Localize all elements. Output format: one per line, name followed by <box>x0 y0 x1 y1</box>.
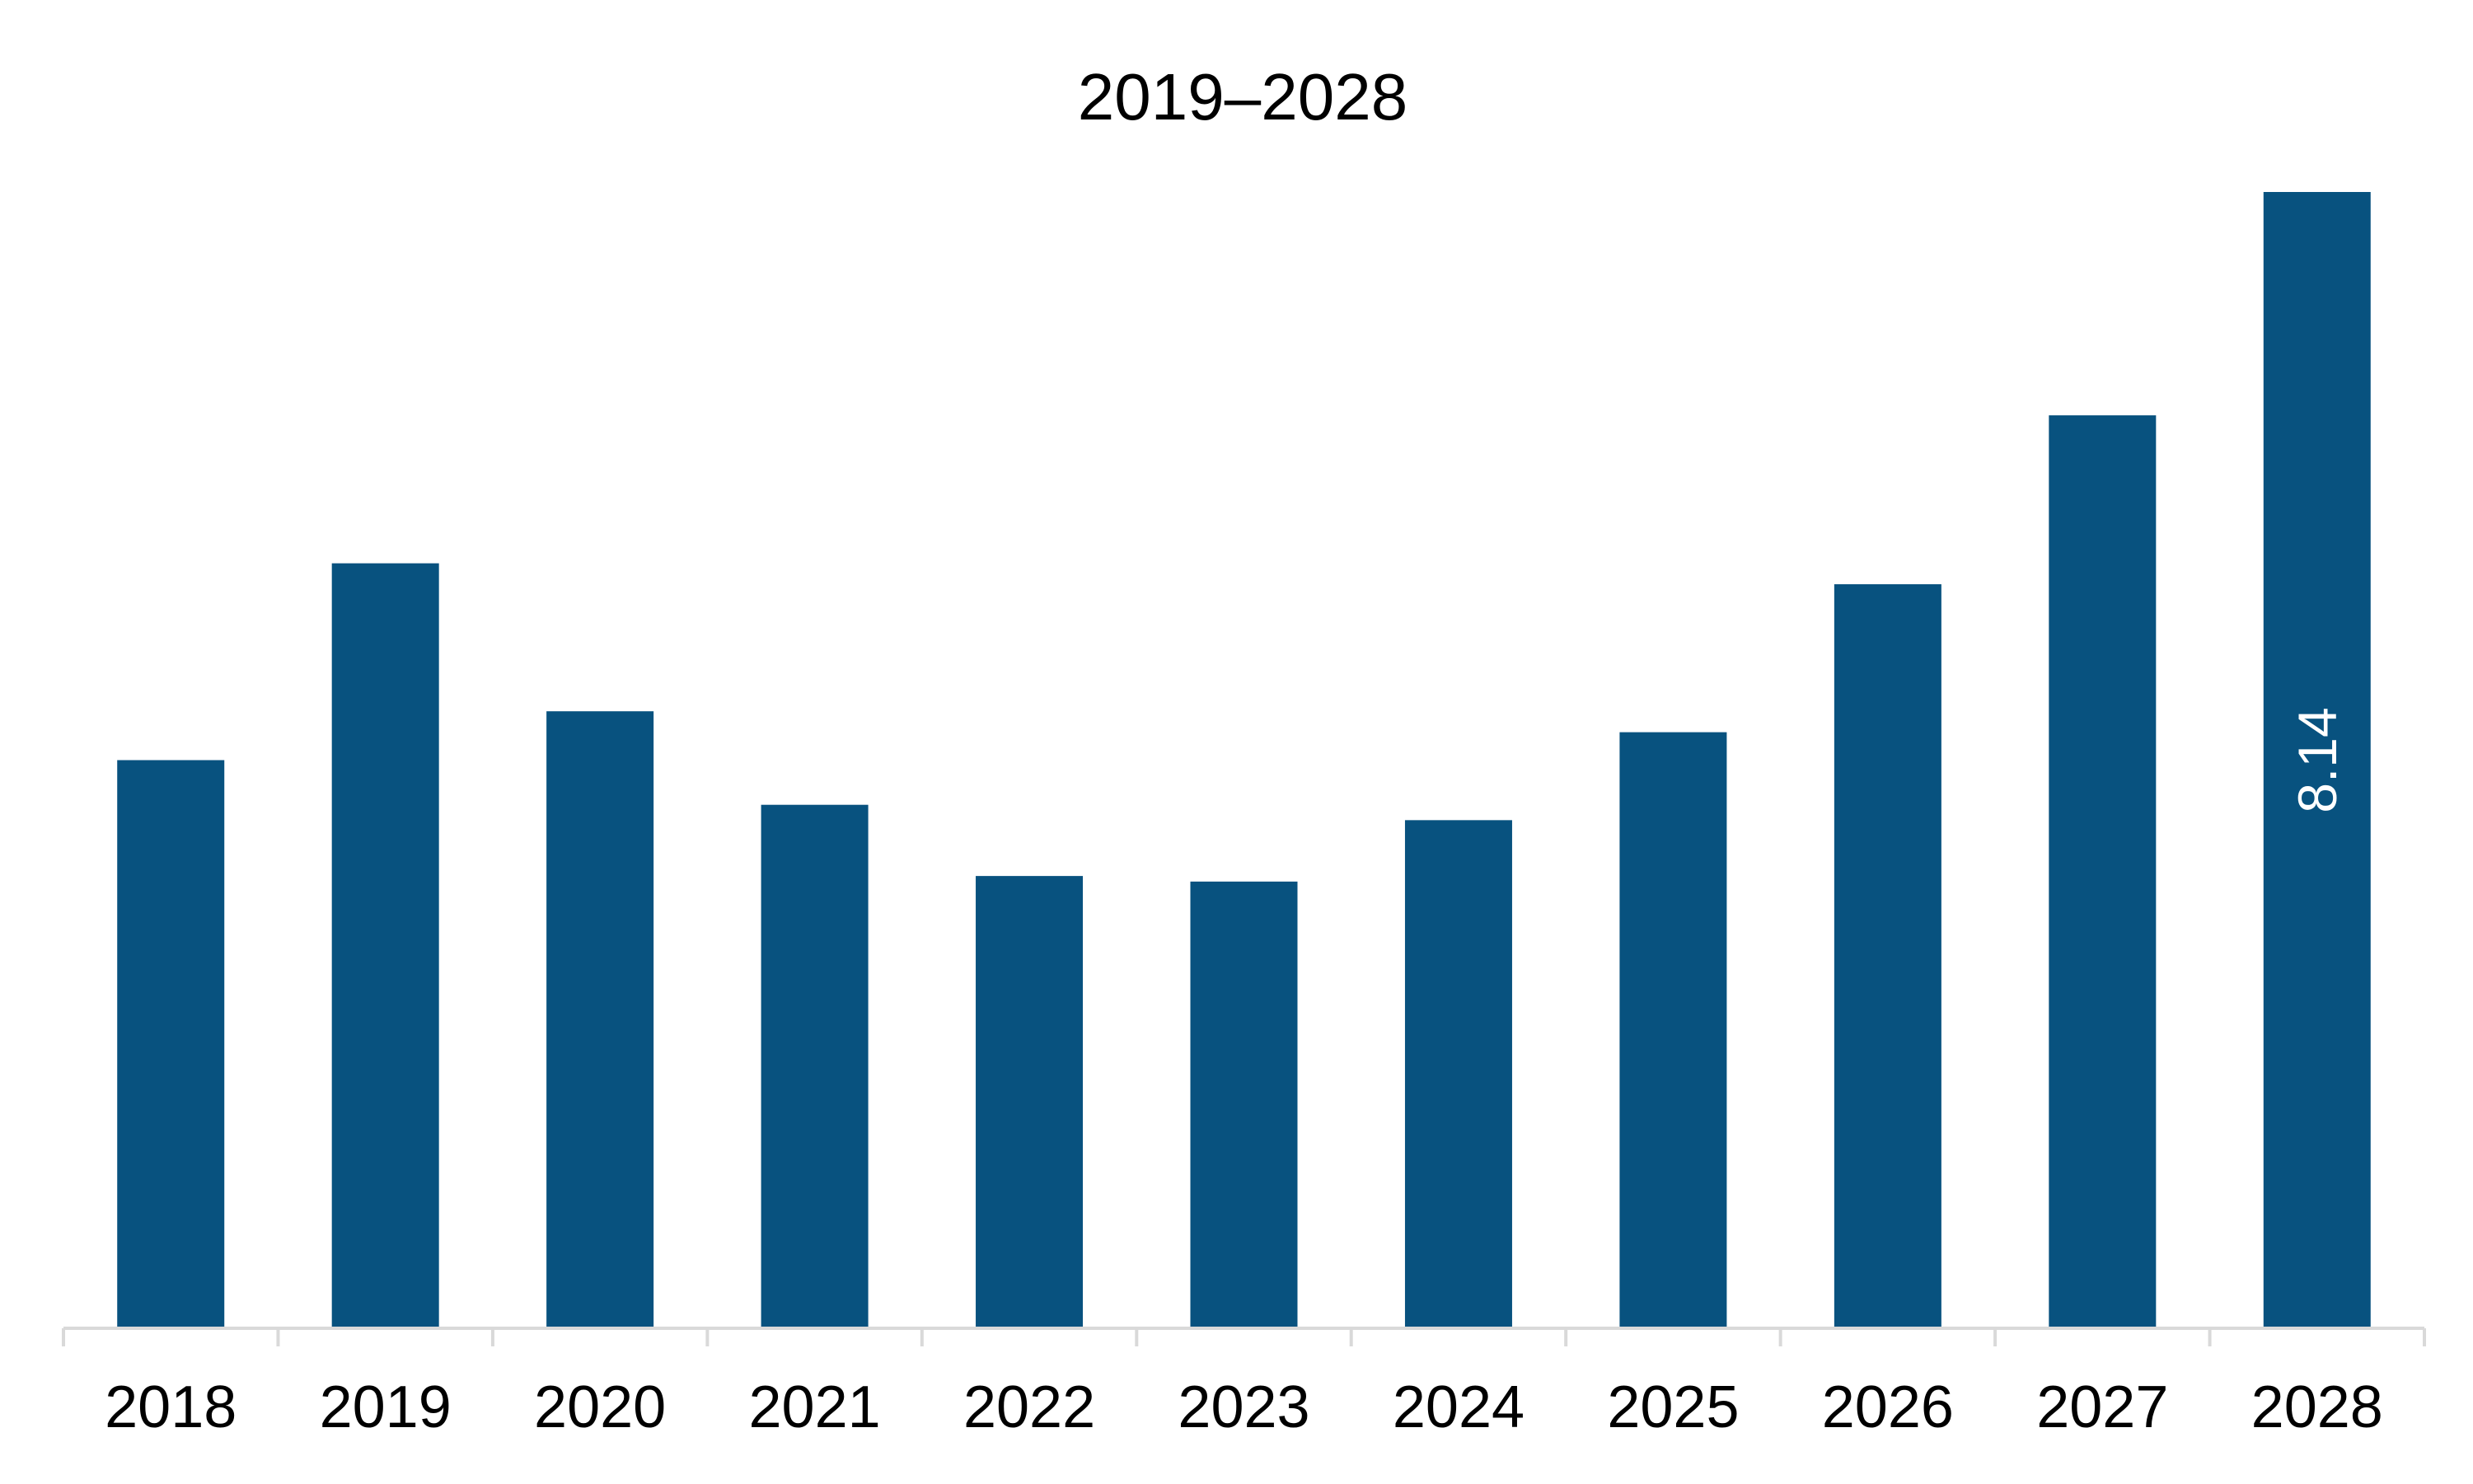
x-tick-label-2028: 2028 <box>2251 1374 2383 1440</box>
x-tick-label-2026: 2026 <box>1822 1374 1954 1440</box>
bars-layer <box>117 192 2371 1328</box>
bar-2024 <box>1404 820 1512 1328</box>
x-tick-label-2020: 2020 <box>534 1374 666 1440</box>
bar-2028 <box>2263 192 2371 1328</box>
x-tick-label-2025: 2025 <box>1607 1374 1739 1440</box>
x-tick-label-2019: 2019 <box>320 1374 452 1440</box>
bar-2020 <box>546 711 654 1328</box>
x-tick-label-2027: 2027 <box>2036 1374 2168 1440</box>
chart-title: 2019–2028 <box>1078 60 1407 133</box>
x-tick-label-2023: 2023 <box>1178 1374 1309 1440</box>
bar-2023 <box>1190 881 1298 1328</box>
bar-2019 <box>331 563 439 1328</box>
x-axis <box>62 1327 2426 1346</box>
labels-layer: 2018 2019 2020 2021 2022 2023 2024 2025 2026 2027… <box>105 707 2383 1440</box>
x-tick-label-2022: 2022 <box>963 1374 1095 1440</box>
bar-2025 <box>1619 732 1727 1328</box>
bar-2018 <box>117 760 225 1328</box>
bar-2022 <box>976 876 1084 1328</box>
bar-2027 <box>2049 415 2157 1328</box>
bar-2026 <box>1834 584 1941 1328</box>
bar-2021 <box>761 804 869 1328</box>
x-tick-label-2018: 2018 <box>105 1374 237 1440</box>
x-tick-label-2024: 2024 <box>1393 1374 1525 1440</box>
x-tick-label-2021: 2021 <box>749 1374 881 1440</box>
data-label-2028: 8.14 <box>2287 707 2348 812</box>
